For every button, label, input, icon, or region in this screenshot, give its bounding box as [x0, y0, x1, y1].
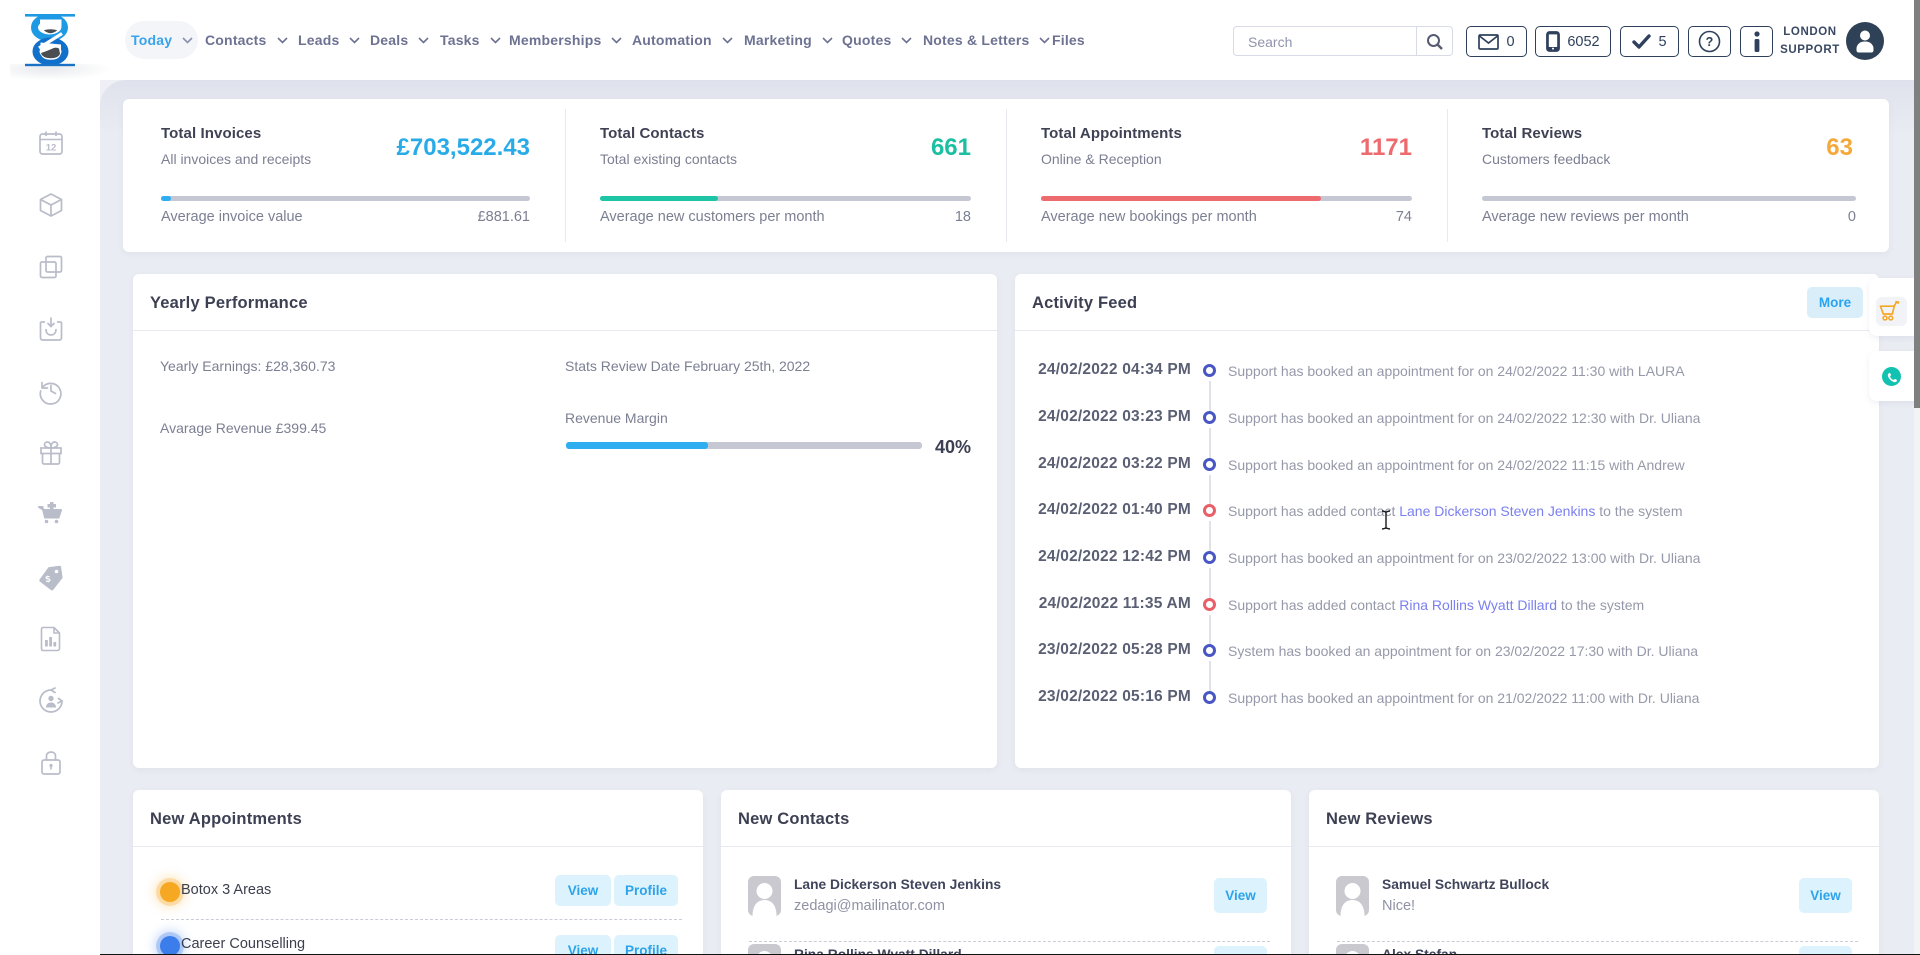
svg-text:12: 12 [46, 143, 57, 154]
svg-text:?: ? [1706, 35, 1714, 49]
svg-text:$: $ [45, 574, 51, 585]
